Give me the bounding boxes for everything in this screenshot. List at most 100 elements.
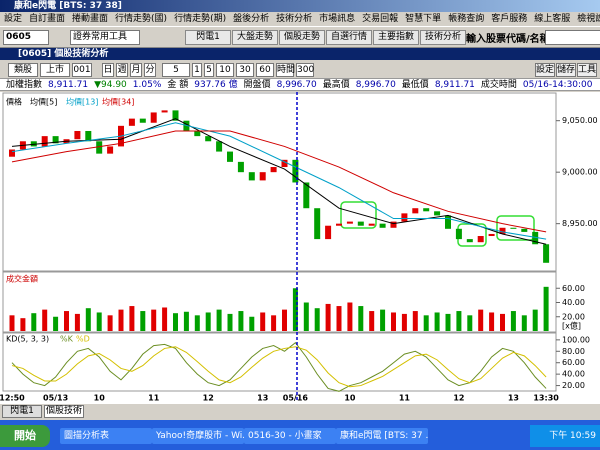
tool-button[interactable]: 大盤走勢 — [232, 30, 278, 45]
candle — [9, 149, 15, 157]
legend-entry: 均價[5] — [30, 97, 57, 107]
x-tick-label: 11 — [148, 394, 160, 403]
candle — [346, 221, 353, 224]
control[interactable]: 類股 — [8, 63, 38, 77]
menu-item[interactable]: 線上客服 — [534, 14, 571, 24]
control[interactable]: 時間 — [276, 63, 296, 77]
legend-entry: %D — [76, 335, 90, 344]
candle — [205, 136, 212, 142]
tool-button[interactable]: 技術分析 — [420, 30, 466, 45]
menu-item[interactable]: 智慧下單 — [405, 14, 442, 24]
quote-item: 937.76 億 — [194, 80, 238, 90]
candle — [336, 223, 342, 226]
bar — [336, 306, 342, 331]
bar — [423, 315, 429, 331]
control[interactable]: 日 — [102, 63, 114, 77]
candle — [499, 227, 506, 234]
bar — [249, 316, 255, 331]
candle — [150, 112, 157, 123]
start-button[interactable]: 開始 — [0, 425, 50, 447]
code-box[interactable]: 0605 — [3, 30, 49, 45]
task-item[interactable]: 圖描分析表 — [60, 428, 152, 444]
window-title: 康和e閃電 [BTS: 37 38] — [0, 0, 600, 12]
bar — [9, 315, 15, 331]
bar — [391, 312, 396, 331]
control[interactable]: 10 — [216, 63, 234, 77]
menu-item[interactable]: 客戶服務 — [491, 14, 528, 24]
candle — [401, 213, 408, 222]
y-tick-label: 8,950.00 — [562, 219, 598, 228]
x-tick-label: 12 — [453, 394, 464, 403]
control[interactable]: 工具 — [577, 63, 597, 77]
bar — [467, 315, 473, 331]
bar — [380, 309, 386, 331]
control[interactable]: 30 — [236, 63, 254, 77]
quote-item: 1.05% — [132, 80, 162, 90]
task-item[interactable]: 康和e閃電 [BTS: 37 ... — [336, 428, 428, 444]
menu-item[interactable]: 市場訊息 — [319, 14, 356, 24]
menu-item[interactable]: 設定 — [4, 14, 23, 24]
bar — [20, 318, 26, 331]
menu-item[interactable]: 行情走勢(國) — [115, 14, 168, 24]
tool-button[interactable]: 個股走勢 — [279, 30, 325, 45]
kd-frame — [2, 332, 557, 392]
tab[interactable]: 閃電1 — [2, 405, 42, 418]
control[interactable]: 1 — [192, 63, 202, 77]
control[interactable]: 分 — [144, 63, 156, 77]
bar — [53, 316, 59, 331]
charts: 價格 均價[5] 均價[13] 均價[34] 12:50 05/13 10 11 12 13 05/… — [0, 97, 598, 403]
candle — [379, 223, 386, 228]
candle — [543, 244, 550, 263]
candle — [172, 110, 179, 121]
bar — [543, 286, 549, 331]
quote-item: 最低價 — [401, 80, 429, 90]
bar — [292, 288, 298, 331]
tool-select[interactable]: 證券常用工具 — [70, 30, 140, 45]
bar — [129, 306, 135, 331]
menu-item[interactable]: 盤後分析 — [233, 14, 270, 24]
bar — [85, 308, 91, 331]
menu-item[interactable]: 帳務查詢 — [448, 14, 485, 24]
tool-button[interactable]: 閃電1 — [185, 30, 231, 45]
tool-button[interactable]: 自選行情 — [326, 30, 372, 45]
control[interactable]: 300 — [296, 63, 315, 77]
tool-button[interactable]: 主要指數 — [373, 30, 419, 45]
menu-item[interactable]: 捲動畫面 — [72, 14, 109, 24]
candle — [52, 136, 59, 144]
unit-label: [x億] — [562, 321, 581, 331]
control[interactable]: 設定 — [535, 63, 555, 77]
tab[interactable]: 個股技術 — [44, 405, 84, 418]
candle — [74, 130, 81, 140]
bar — [532, 309, 538, 331]
panel-title: 價格 — [6, 97, 22, 107]
task-item[interactable]: Yahoo!奇摩股市 - Wi... — [152, 428, 244, 444]
legend-entry: %K — [60, 335, 74, 344]
control[interactable]: 60 — [256, 63, 274, 77]
menu-item[interactable]: 檢視說明 — [577, 14, 600, 24]
bar — [500, 313, 505, 331]
bar — [96, 312, 102, 331]
control[interactable]: 月 — [130, 63, 142, 77]
bar — [31, 313, 37, 331]
search-input[interactable] — [545, 30, 600, 45]
control[interactable]: 5 — [162, 63, 190, 77]
control[interactable]: 5 — [204, 63, 214, 77]
menu-item[interactable]: 交易回報 — [362, 14, 399, 24]
menu-item[interactable]: 行情走勢(期) — [174, 14, 227, 24]
control[interactable]: 上市 — [40, 63, 70, 77]
bar — [489, 312, 495, 331]
control[interactable]: 001 — [72, 63, 92, 77]
x-tick-label: 10 — [344, 394, 356, 403]
menu-item[interactable]: 技術分析 — [276, 14, 313, 24]
candle — [521, 228, 528, 232]
ma-line — [11, 118, 547, 245]
x-tick-label: 05/13 — [43, 394, 68, 403]
task-item[interactable]: 0516-30 - 小畫家 — [244, 428, 336, 444]
menu-item[interactable]: 自訂畫面 — [29, 14, 66, 24]
control[interactable]: 週 — [116, 63, 128, 77]
bar — [140, 311, 146, 331]
control[interactable]: 儲存 — [556, 63, 576, 77]
candle — [96, 141, 103, 154]
y-tick-label: 9,050.00 — [562, 116, 598, 125]
x-tick-label: 13 — [257, 394, 268, 403]
